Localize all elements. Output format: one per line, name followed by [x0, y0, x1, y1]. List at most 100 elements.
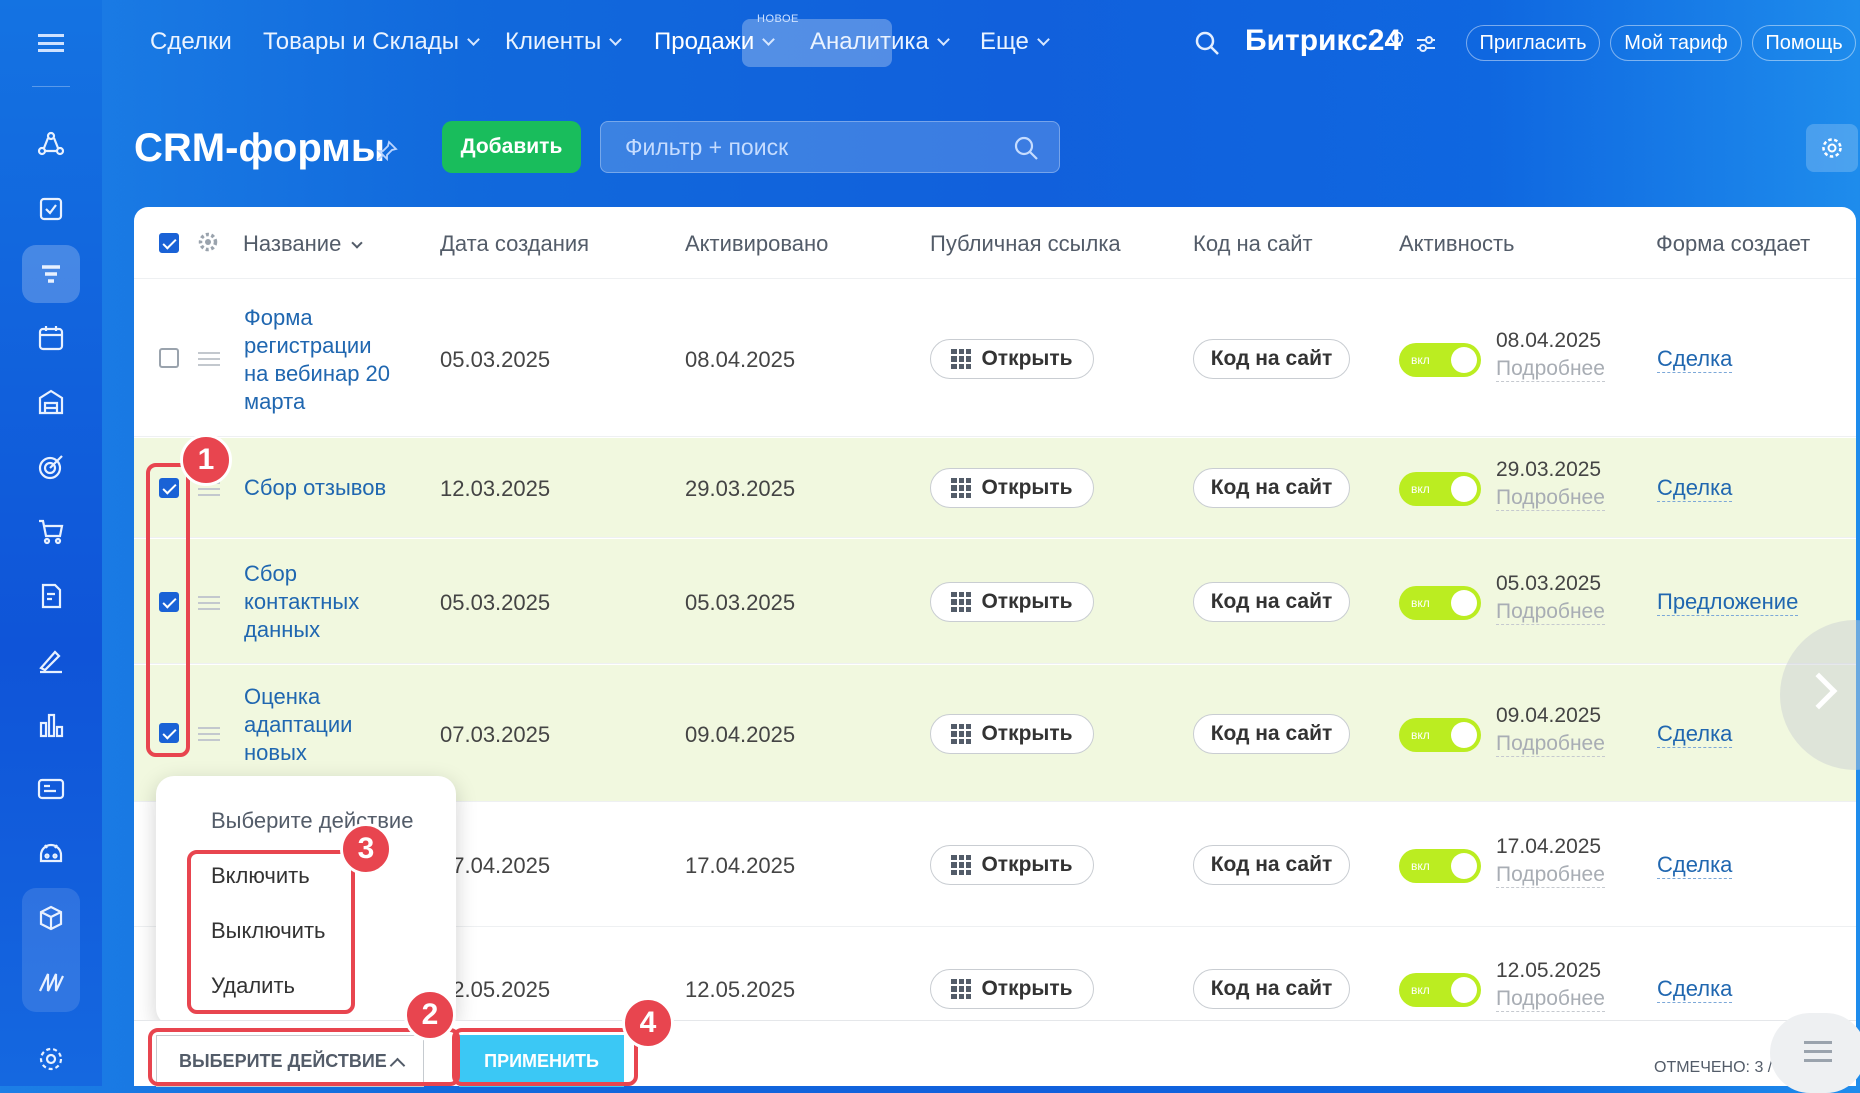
entity-link[interactable]: Сделка — [1657, 346, 1733, 373]
activity-toggle[interactable]: вкл — [1399, 849, 1481, 883]
site-code-button[interactable]: Код на сайт — [1193, 339, 1350, 379]
list-menu-button[interactable] — [1770, 1013, 1860, 1093]
created-date: 12.03.2025 — [440, 476, 551, 501]
settings-gear-button[interactable] — [1806, 124, 1858, 172]
drag-handle-icon[interactable] — [198, 352, 220, 366]
pin-icon[interactable] — [376, 140, 398, 162]
bot-icon[interactable] — [22, 824, 80, 882]
open-public-link-button[interactable]: Открыть — [930, 969, 1094, 1009]
activated-date: 12.05.2025 — [685, 977, 796, 1002]
site-code-button[interactable]: Код на сайт — [1193, 714, 1350, 754]
entity-link[interactable]: Сделка — [1657, 475, 1733, 502]
entity-link[interactable]: Предложение — [1657, 589, 1799, 616]
site-code-button[interactable]: Код на сайт — [1193, 582, 1350, 622]
calendar-icon[interactable] — [22, 309, 80, 367]
row-checkbox[interactable] — [159, 348, 179, 368]
settings-icon[interactable] — [22, 1030, 80, 1088]
menu-item-delete[interactable]: Удалить — [211, 973, 295, 998]
drag-handle-icon[interactable] — [198, 727, 220, 741]
activity-toggle[interactable]: вкл — [1399, 718, 1481, 752]
nav-item-products[interactable]: Товары и Склады — [263, 28, 480, 56]
signature-icon[interactable] — [22, 631, 80, 689]
column-header-created[interactable]: Дата создания — [440, 231, 590, 256]
qr-code-icon — [951, 478, 972, 498]
site-code-button[interactable]: Код на сайт — [1193, 969, 1350, 1009]
box-icon[interactable] — [22, 889, 80, 947]
search-icon[interactable] — [1013, 135, 1039, 161]
details-link[interactable]: Подробнее — [1496, 600, 1605, 625]
nav-item-more[interactable]: Еще — [980, 28, 1050, 56]
analytics-icon[interactable] — [22, 696, 80, 754]
column-header-site-code[interactable]: Код на сайт — [1193, 231, 1313, 256]
column-header-name[interactable]: Название — [243, 231, 364, 257]
target-icon[interactable] — [22, 438, 80, 496]
table-row[interactable]: 17.04.2025 17.04.2025 Открыть Код на сай… — [134, 803, 1856, 927]
entity-link[interactable]: Сделка — [1657, 852, 1733, 879]
nav-item-clients[interactable]: Клиенты — [505, 28, 623, 56]
sales-funnel-icon[interactable] — [22, 116, 80, 174]
select-all-checkbox[interactable] — [159, 233, 179, 253]
document-sign-icon[interactable] — [22, 567, 80, 625]
add-button[interactable]: Добавить — [442, 121, 581, 173]
form-name-link[interactable]: Сбор контактных данных — [244, 561, 360, 642]
table-row[interactable]: 12.05.2025 12.05.2025 Открыть Код на сай… — [134, 928, 1856, 1028]
chevron-down-icon — [762, 32, 776, 46]
table-row[interactable]: Сбор контактных данных 05.03.2025 05.03.… — [134, 539, 1856, 664]
table-row[interactable]: Форма регистрации на вебинар 20 марта 05… — [134, 280, 1856, 437]
warehouse-icon[interactable] — [22, 373, 80, 431]
site-code-button[interactable]: Код на сайт — [1193, 845, 1350, 885]
filter-search-input[interactable] — [625, 133, 985, 161]
details-link[interactable]: Подробнее — [1496, 863, 1605, 888]
open-public-link-button[interactable]: Открыть — [930, 468, 1094, 508]
open-public-link-button[interactable]: Открыть — [930, 582, 1094, 622]
details-link[interactable]: Подробнее — [1496, 357, 1605, 382]
nav-item-analytics[interactable]: Аналитика — [810, 28, 950, 56]
site-code-button[interactable]: Код на сайт — [1193, 468, 1350, 508]
activity-toggle[interactable]: вкл — [1399, 586, 1481, 620]
marketplace-icon[interactable] — [22, 953, 80, 1011]
activity-toggle[interactable]: вкл — [1399, 973, 1481, 1007]
activity-date: 17.04.2025 — [1496, 835, 1602, 858]
menu-item-disable[interactable]: Выключить — [211, 918, 326, 943]
apply-button[interactable]: ПРИМЕНИТЬ — [459, 1035, 624, 1087]
column-header-creates[interactable]: Форма создает — [1656, 231, 1811, 256]
column-settings-gear-icon[interactable] — [197, 231, 219, 253]
details-link[interactable]: Подробнее — [1496, 486, 1605, 511]
open-public-link-button[interactable]: Открыть — [930, 339, 1094, 379]
invite-button[interactable]: Пригласить — [1466, 25, 1600, 61]
tariff-button[interactable]: Мой тариф — [1610, 25, 1742, 61]
select-action-dropdown[interactable]: ВЫБЕРИТЕ ДЕЙСТВИЕ — [156, 1035, 424, 1087]
sliders-icon[interactable] — [1415, 34, 1437, 54]
tasks-icon[interactable] — [22, 180, 80, 238]
row-checkbox[interactable] — [159, 478, 179, 498]
crm-forms-icon[interactable] — [22, 245, 80, 303]
row-checkbox[interactable] — [159, 592, 179, 612]
open-public-link-button[interactable]: Открыть — [930, 714, 1094, 754]
row-checkbox[interactable] — [159, 723, 179, 743]
open-public-link-button[interactable]: Открыть — [930, 845, 1094, 885]
activity-toggle[interactable]: вкл — [1399, 472, 1481, 506]
entity-link[interactable]: Сделка — [1657, 721, 1733, 748]
cart-icon[interactable] — [22, 502, 80, 560]
top-navigation: НОВОЕ Сделки Товары и Склады Клиенты Про… — [102, 0, 1860, 88]
search-icon[interactable] — [1194, 30, 1220, 56]
help-button[interactable]: Помощь — [1752, 25, 1856, 61]
form-name-link[interactable]: Форма регистрации на вебинар 20 марта — [244, 305, 391, 414]
menu-item-enable[interactable]: Включить — [211, 863, 310, 888]
hamburger-icon[interactable] — [38, 34, 64, 52]
form-name-link[interactable]: Сбор отзывов — [244, 475, 387, 500]
details-link[interactable]: Подробнее — [1496, 732, 1605, 757]
contact-center-icon[interactable] — [22, 760, 80, 818]
qr-code-icon — [951, 592, 972, 612]
column-header-activity[interactable]: Активность — [1399, 231, 1515, 256]
column-header-activated[interactable]: Активировано — [685, 231, 829, 256]
drag-handle-icon[interactable] — [198, 596, 220, 610]
entity-link[interactable]: Сделка — [1657, 976, 1733, 1003]
nav-item-deals[interactable]: Сделки — [150, 28, 232, 55]
activity-toggle[interactable]: вкл — [1399, 343, 1481, 377]
details-link[interactable]: Подробнее — [1496, 987, 1605, 1012]
form-name-link[interactable]: Оценка адаптации новых сотрудников — [244, 684, 370, 793]
nav-item-sales[interactable]: Продажи — [654, 28, 776, 56]
table-row[interactable]: Сбор отзывов 12.03.2025 29.03.2025 Откры… — [134, 438, 1856, 538]
column-header-public-link[interactable]: Публичная ссылка — [930, 231, 1121, 256]
